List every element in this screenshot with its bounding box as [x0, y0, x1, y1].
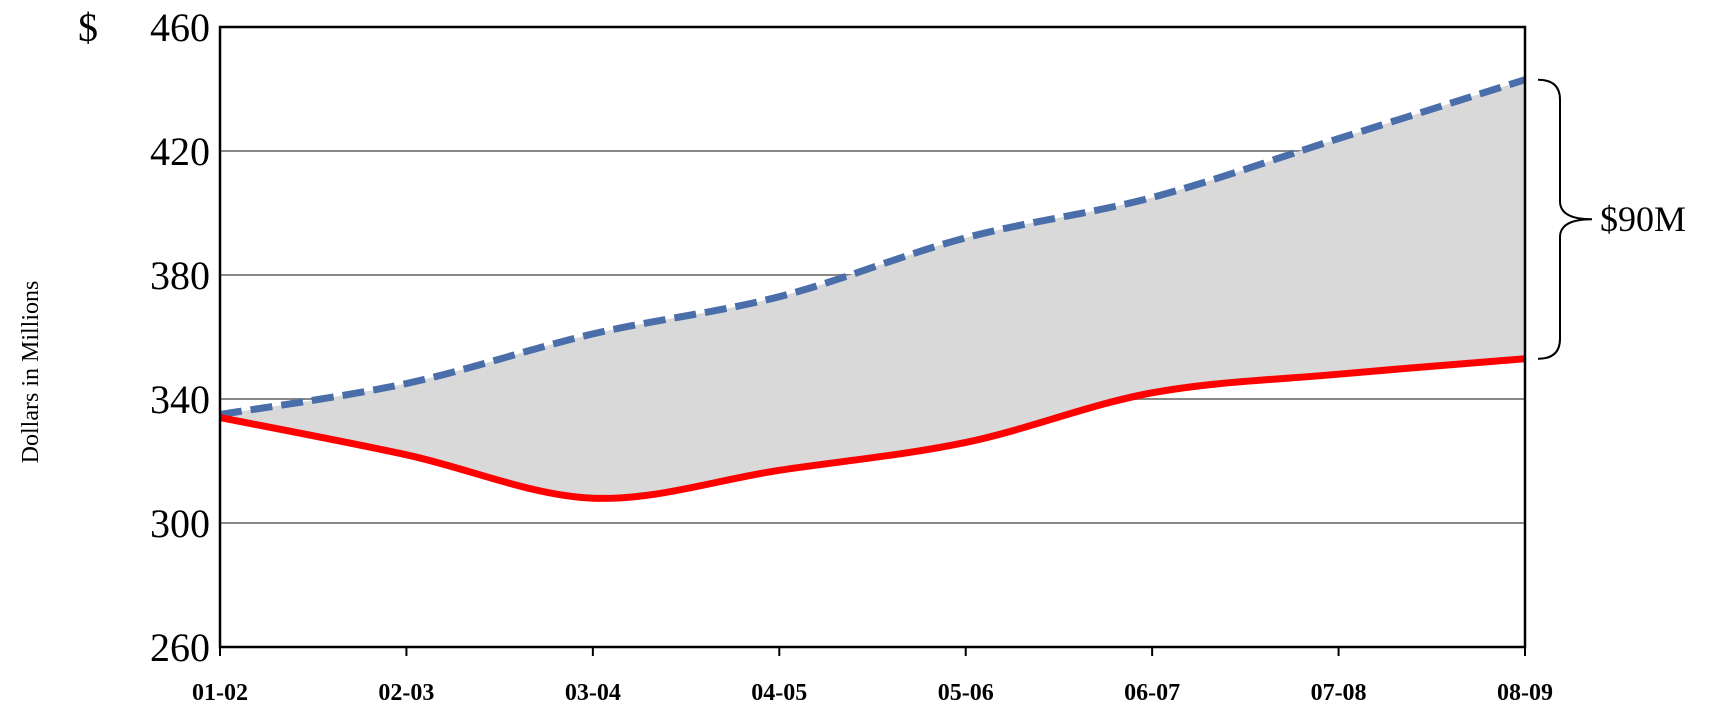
series-lower-line — [219, 355, 1526, 502]
x-tick-label: 06-07 — [1124, 680, 1180, 706]
y-tick-label: 260 — [150, 625, 210, 670]
x-axis-labels: 01-02 02-03 03-04 04-05 05-06 06-07 07-08 08-09 — [192, 680, 1553, 706]
x-tick-label: 08-09 — [1497, 680, 1553, 706]
difference-annotation: $90M — [1600, 199, 1686, 239]
y-axis-label: Dollars in Millions — [18, 281, 44, 464]
difference-brace — [1537, 78, 1593, 360]
y-tick-label: 340 — [150, 377, 210, 422]
y-currency-symbol: $ — [78, 5, 98, 50]
y-tick-label: 460 — [150, 5, 210, 50]
x-tick-label: 02-03 — [378, 680, 434, 706]
y-tick-label: 300 — [150, 501, 210, 546]
x-tick-label: 05-06 — [938, 680, 994, 706]
y-axis-ticks: 260 300 340 380 420 460 $ — [78, 5, 210, 670]
x-tick-label: 04-05 — [751, 680, 807, 706]
x-tick-label: 07-08 — [1311, 680, 1367, 706]
plot-border — [218, 25, 1527, 649]
y-tick-label: 420 — [150, 129, 210, 174]
x-axis-ticks — [219, 647, 1526, 656]
x-tick-label: 01-02 — [192, 680, 248, 706]
y-tick-label: 380 — [150, 253, 210, 298]
series-upper-line — [219, 76, 1527, 418]
x-tick-label: 03-04 — [565, 680, 621, 706]
